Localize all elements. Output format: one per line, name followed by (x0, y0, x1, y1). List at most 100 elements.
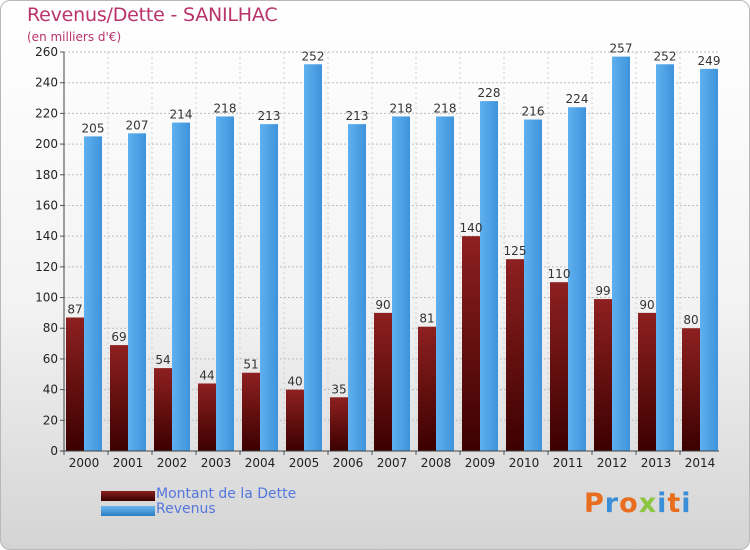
logo-letter: r (604, 488, 620, 519)
value-label-revenus: 205 (82, 121, 105, 135)
x-tick-label: 2000 (69, 456, 100, 470)
value-label-dette: 125 (504, 244, 527, 258)
logo-letter: o (619, 488, 639, 519)
y-tick-label: 200 (35, 137, 58, 151)
y-tick-label: 40 (43, 383, 58, 397)
logo-letter: i (681, 488, 692, 519)
bar-revenus-2000 (84, 136, 102, 451)
y-tick-label: 220 (35, 106, 58, 120)
bar-dette-2007 (374, 312, 392, 451)
proxiti-logo: Proxiti (584, 488, 692, 519)
y-tick-label: 140 (35, 229, 58, 243)
y-tick-label: 120 (35, 260, 58, 274)
y-tick-label: 20 (43, 413, 58, 427)
bar-dette-2014 (682, 328, 700, 451)
value-label-dette: 69 (111, 330, 126, 344)
x-tick-label: 2013 (641, 456, 672, 470)
bar-revenus-2004 (260, 124, 278, 451)
bar-revenus-2007 (392, 116, 410, 451)
bar-revenus-2014 (700, 68, 718, 451)
bar-revenus-2012 (612, 56, 630, 451)
legend-label-revenus: Revenus (156, 501, 216, 517)
value-label-dette: 80 (683, 313, 698, 327)
logo-letter: t (667, 488, 682, 519)
bar-dette-2001 (110, 345, 128, 451)
logo-letter: i (657, 488, 668, 519)
value-label-revenus: 218 (214, 101, 237, 115)
x-tick-label: 2004 (245, 456, 276, 470)
value-label-revenus: 257 (610, 42, 633, 56)
bar-revenus-2013 (656, 64, 674, 452)
y-tick-label: 240 (35, 76, 58, 90)
bar-dette-2010 (506, 259, 524, 451)
value-label-dette: 44 (199, 368, 214, 382)
bar-revenus-2002 (172, 122, 190, 451)
bar-revenus-2005 (304, 64, 322, 452)
y-tick-label: 80 (43, 321, 58, 335)
value-label-dette: 87 (67, 302, 82, 316)
x-tick-label: 2003 (201, 456, 232, 470)
value-label-dette: 99 (595, 284, 610, 298)
value-label-dette: 35 (331, 382, 346, 396)
value-label-revenus: 252 (654, 49, 677, 63)
bar-dette-2013 (638, 312, 656, 451)
legend-label-dette: Montant de la Dette (156, 486, 297, 502)
bar-dette-2008 (418, 326, 436, 451)
bar-revenus-2010 (524, 119, 542, 452)
x-tick-label: 2002 (157, 456, 188, 470)
value-label-dette: 81 (419, 312, 434, 326)
value-label-dette: 110 (548, 267, 571, 281)
chart-title: Revenus/Dette - SANILHAC (27, 4, 278, 26)
value-label-dette: 51 (243, 358, 258, 372)
bar-dette-2009 (462, 236, 480, 451)
x-tick-label: 2007 (377, 456, 408, 470)
bar-revenus-2001 (128, 133, 146, 452)
value-label-revenus: 218 (390, 101, 413, 115)
bar-dette-2005 (286, 389, 304, 451)
y-tick-label: 0 (50, 444, 58, 458)
x-tick-label: 2008 (421, 456, 452, 470)
value-label-revenus: 224 (566, 92, 589, 106)
bar-revenus-2008 (436, 116, 454, 451)
bar-revenus-2009 (480, 101, 498, 451)
logo-letter: P (584, 488, 605, 519)
bar-dette-2012 (594, 299, 612, 451)
bar-revenus-2011 (568, 107, 586, 451)
x-tick-label: 2014 (685, 456, 716, 470)
bar-dette-2006 (330, 397, 348, 451)
value-label-dette: 54 (155, 353, 170, 367)
value-label-revenus: 228 (478, 86, 501, 100)
value-label-dette: 40 (287, 375, 302, 389)
bar-dette-2002 (154, 368, 172, 451)
bar-dette-2004 (242, 372, 260, 451)
x-tick-label: 2006 (333, 456, 364, 470)
value-label-dette: 90 (375, 298, 390, 312)
y-tick-label: 100 (35, 291, 58, 305)
value-label-revenus: 213 (258, 109, 281, 123)
value-label-revenus: 216 (522, 105, 545, 119)
legend-swatch-revenus (101, 506, 155, 516)
y-tick-label: 160 (35, 198, 58, 212)
bar-dette-2000 (66, 317, 84, 451)
value-label-revenus: 249 (698, 54, 721, 68)
value-label-revenus: 213 (346, 109, 369, 123)
value-label-revenus: 207 (126, 118, 149, 132)
bar-revenus-2003 (216, 116, 234, 451)
value-label-dette: 140 (460, 221, 483, 235)
x-tick-label: 2010 (509, 456, 540, 470)
x-tick-label: 2012 (597, 456, 628, 470)
value-label-revenus: 252 (302, 49, 325, 63)
chart-subtitle: (en milliers d'€) (27, 30, 122, 44)
x-tick-label: 2009 (465, 456, 496, 470)
value-label-dette: 90 (639, 298, 654, 312)
bar-dette-2011 (550, 282, 568, 451)
legend-swatch-dette (101, 491, 155, 501)
y-tick-label: 180 (35, 168, 58, 182)
y-tick-label: 260 (35, 45, 58, 59)
x-tick-label: 2005 (289, 456, 320, 470)
bar-revenus-2006 (348, 124, 366, 451)
value-label-revenus: 218 (434, 101, 457, 115)
logo-letter: x (638, 488, 658, 519)
